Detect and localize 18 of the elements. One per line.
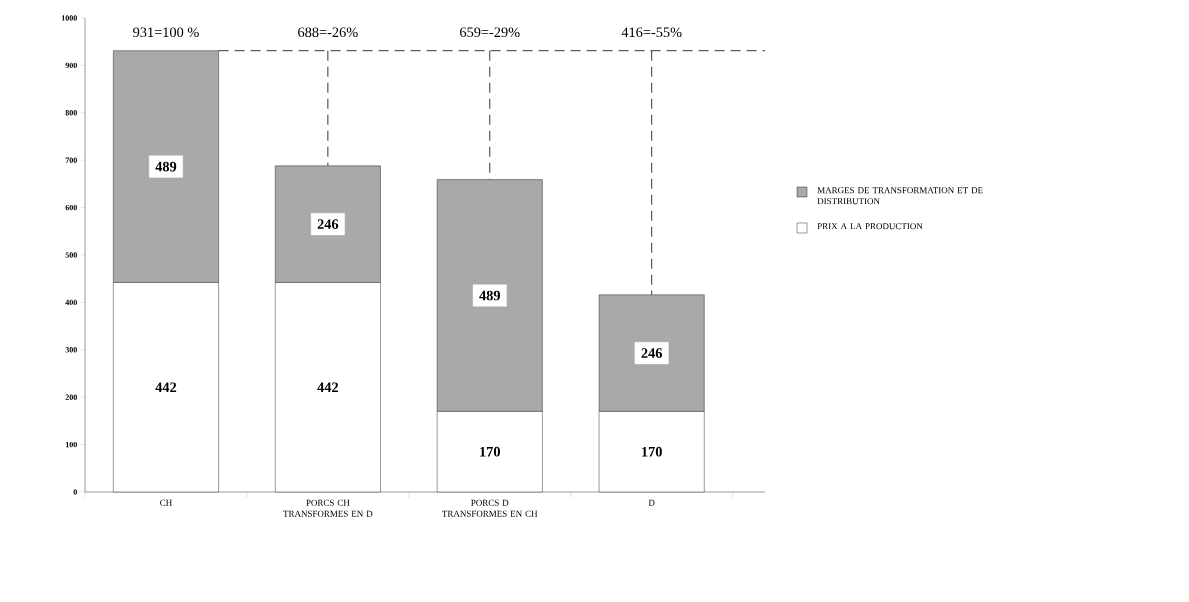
data-label: 246 bbox=[641, 348, 663, 358]
annotation: 659=-29% bbox=[460, 27, 520, 38]
data-label: 489 bbox=[155, 161, 177, 172]
data-label: 442 bbox=[317, 382, 339, 392]
x-tick-label: CH bbox=[160, 499, 172, 506]
data-label: 246 bbox=[317, 219, 339, 229]
x-tick-label: D bbox=[648, 499, 655, 506]
x-tick-label: PORCS D TRANSFORMES EN CH bbox=[442, 499, 538, 517]
data-label: 170 bbox=[642, 446, 662, 457]
data-label: 442 bbox=[155, 382, 177, 392]
data-label: 489 bbox=[479, 290, 501, 301]
x-tick-label: PORCS CH TRANSFORMES EN D bbox=[283, 499, 373, 517]
legend-label: MARGES DE TRANSFORMATION ET DE DISTRIBUTION bbox=[817, 187, 983, 205]
annotation: 416=-55% bbox=[621, 27, 682, 38]
legend-label: PRIX A LA PRODUCTION bbox=[817, 223, 923, 230]
annotation: 931=100 % bbox=[133, 27, 199, 38]
data-label: 170 bbox=[480, 446, 500, 457]
annotation: 688=-26% bbox=[298, 27, 358, 38]
